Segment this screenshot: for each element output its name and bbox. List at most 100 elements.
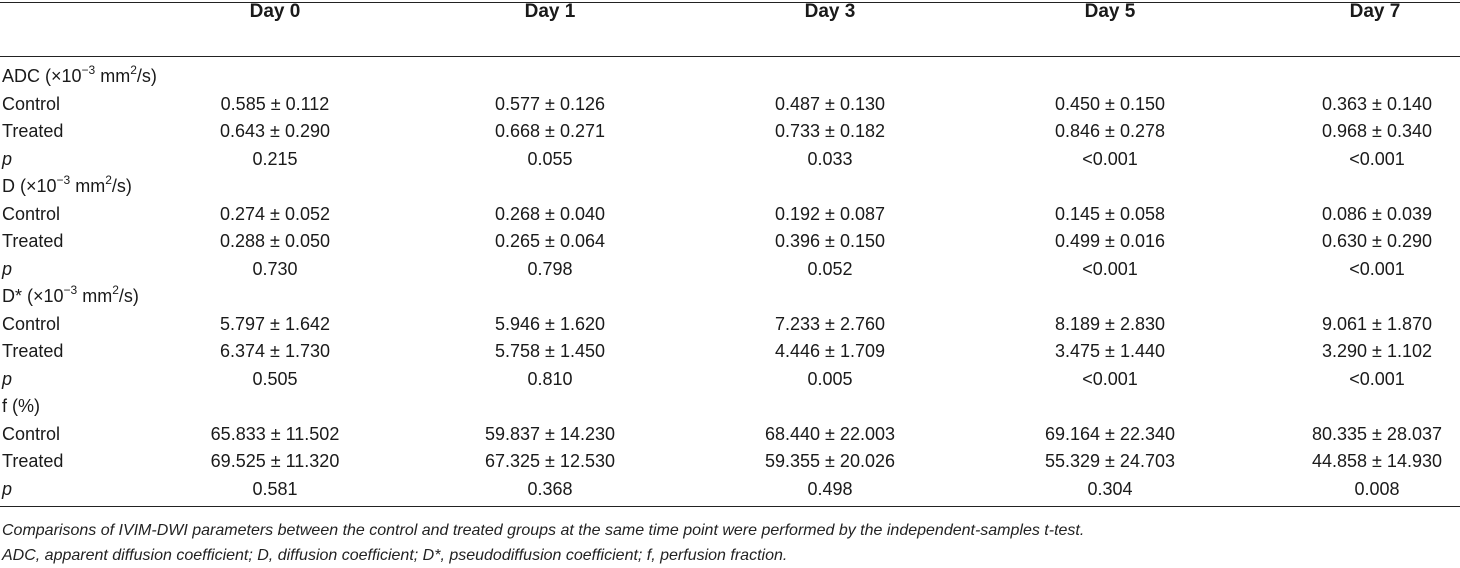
table-cell: 0.968 ± 0.340 xyxy=(1322,121,1432,141)
table-cell: 0.052 xyxy=(807,258,853,279)
section-heading-part: mm xyxy=(77,286,113,306)
section-heading-part: D (×10 xyxy=(2,176,57,196)
table-cell: 0.396 ± 0.150 xyxy=(775,231,885,251)
footnote-abbreviations: ADC, apparent diffusion coefficient; D, … xyxy=(2,547,788,564)
section-heading: f (%) xyxy=(2,393,40,420)
table-cell: <0.001 xyxy=(1082,148,1138,169)
row-label: p xyxy=(2,258,13,279)
table-row: Treated 0.288 ± 0.050 0.265 ± 0.064 0.396 ±… xyxy=(0,228,1460,255)
table-cell: 3.475 ± 1.440 xyxy=(1055,341,1165,361)
table-cell: 0.668 ± 0.271 xyxy=(495,121,605,141)
table-cell: <0.001 xyxy=(1349,258,1405,279)
section-heading-part: −3 xyxy=(56,173,71,187)
table-cell: 80.335 ± 28.037 xyxy=(1312,423,1442,444)
table-cell: 0.498 xyxy=(807,478,853,499)
row-label: p xyxy=(2,368,13,389)
row-label: Control xyxy=(2,313,61,334)
section-heading-part: −3 xyxy=(81,63,96,77)
row-label: Control xyxy=(2,423,61,444)
table-cell: 0.585 ± 0.112 xyxy=(220,93,330,114)
table-cell: <0.001 xyxy=(1082,368,1138,389)
table-cell: 0.577 ± 0.126 xyxy=(495,93,605,114)
section-heading-part: −3 xyxy=(63,283,78,297)
column-header-day-0: Day 0 xyxy=(249,1,301,22)
table-cell: 0.304 xyxy=(1087,478,1133,499)
table-cell: 8.189 ± 2.830 xyxy=(1055,313,1165,334)
table-cell: 0.368 xyxy=(527,478,573,499)
bottom-rule xyxy=(0,506,1460,507)
table-cell: 0.643 ± 0.290 xyxy=(220,121,330,141)
header-rule xyxy=(0,56,1460,57)
table-cell: 69.525 ± 11.320 xyxy=(210,451,340,471)
table-cell: <0.001 xyxy=(1082,258,1138,279)
table-cell: 0.033 xyxy=(807,148,853,169)
table-cell: 0.487 ± 0.130 xyxy=(775,93,885,114)
table-cell: 0.733 ± 0.182 xyxy=(775,121,885,141)
section-heading: D (×10−3 mm2/s) xyxy=(2,173,132,200)
row-label: Treated xyxy=(2,341,64,361)
table-cell: 55.329 ± 24.703 xyxy=(1045,451,1175,471)
column-header-day-7: Day 7 xyxy=(1349,1,1401,22)
section-heading-part: /s) xyxy=(111,176,132,196)
table-cell: 9.061 ± 1.870 xyxy=(1322,313,1432,334)
table-cell: 3.290 ± 1.102 xyxy=(1322,341,1432,361)
table-cell: 0.265 ± 0.064 xyxy=(495,231,605,251)
table-cell: 5.758 ± 1.450 xyxy=(495,341,605,361)
table-cell: 0.630 ± 0.290 xyxy=(1322,231,1432,251)
table-cell: 0.268 ± 0.040 xyxy=(495,203,605,224)
table-cell: <0.001 xyxy=(1349,368,1405,389)
table-cell: 5.797 ± 1.642 xyxy=(220,313,330,334)
table-cell: 0.005 xyxy=(807,368,853,389)
table-cell: 0.215 xyxy=(252,148,298,169)
footnote-method: Comparisons of IVIM-DWI parameters betwe… xyxy=(2,522,1085,539)
section-heading-part: /s) xyxy=(118,286,139,306)
section-heading-part: 2 xyxy=(130,63,137,77)
table-cell: 0.274 ± 0.052 xyxy=(220,203,330,224)
table-row: p 0.215 0.055 0.033 <0.001 <0.001 xyxy=(0,146,1460,173)
table-cell: 0.581 xyxy=(252,478,298,499)
table-row: Control 5.797 ± 1.642 5.946 ± 1.620 7.233 ±… xyxy=(0,311,1460,338)
table-row: Treated 6.374 ± 1.730 5.758 ± 1.450 4.446 ±… xyxy=(0,338,1460,365)
section-heading-part: /s) xyxy=(136,66,157,86)
table-cell: 6.374 ± 1.730 xyxy=(220,341,330,361)
table-cell: 0.363 ± 0.140 xyxy=(1322,93,1432,114)
row-label: Treated xyxy=(2,231,64,251)
section-heading-part: 2 xyxy=(105,173,112,187)
table-cell: 0.450 ± 0.150 xyxy=(1055,93,1165,114)
table-cell: 0.810 xyxy=(527,368,573,389)
top-rule xyxy=(0,2,1460,3)
section-heading-row: D (×10−3 mm2/s) xyxy=(0,173,1460,200)
column-header-day-5: Day 5 xyxy=(1084,1,1136,22)
row-label: Control xyxy=(2,93,61,114)
table-row: Treated 69.525 ± 11.320 67.325 ± 12.530 59.… xyxy=(0,448,1460,475)
section-heading-row: ADC (×10−3 mm2/s) xyxy=(0,63,1460,90)
table-cell: 69.164 ± 22.340 xyxy=(1045,423,1175,444)
table-row: Control 0.585 ± 0.112 0.577 ± 0.126 0.487 ±… xyxy=(0,91,1460,118)
table-row: Control 0.274 ± 0.052 0.268 ± 0.040 0.192 ±… xyxy=(0,201,1460,228)
table-cell: 65.833 ± 11.502 xyxy=(210,423,340,444)
table-cell: 68.440 ± 22.003 xyxy=(765,423,895,444)
table-row: p 0.730 0.798 0.052 <0.001 <0.001 xyxy=(0,256,1460,283)
table-row: Treated 0.643 ± 0.290 0.668 ± 0.271 0.733 ±… xyxy=(0,118,1460,145)
section-heading-part: 2 xyxy=(112,283,119,297)
row-label: Treated xyxy=(2,121,64,141)
table-cell: 0.008 xyxy=(1354,478,1400,499)
column-header-day-1: Day 1 xyxy=(524,1,576,22)
section-heading-row: D* (×10−3 mm2/s) xyxy=(0,283,1460,310)
section-heading: D* (×10−3 mm2/s) xyxy=(2,283,139,310)
section-heading-part: ADC (×10 xyxy=(2,66,82,86)
row-label: Control xyxy=(2,203,61,224)
row-label: p xyxy=(2,148,13,169)
table-cell: 67.325 ± 12.530 xyxy=(485,451,615,471)
table-cell: 0.499 ± 0.016 xyxy=(1055,231,1165,251)
table-cell: 0.798 xyxy=(527,258,573,279)
table-cell: 4.446 ± 1.709 xyxy=(775,341,885,361)
section-heading-part: f (%) xyxy=(2,396,40,416)
table-row: p 0.505 0.810 0.005 <0.001 <0.001 xyxy=(0,366,1460,393)
table-row: p 0.581 0.368 0.498 0.304 0.008 xyxy=(0,476,1460,503)
column-header-day-3: Day 3 xyxy=(804,1,856,22)
table-cell: 44.858 ± 14.930 xyxy=(1312,451,1442,471)
section-heading: ADC (×10−3 mm2/s) xyxy=(2,63,157,90)
section-heading-part: mm xyxy=(70,176,106,196)
table-cell: 7.233 ± 2.760 xyxy=(775,313,885,334)
